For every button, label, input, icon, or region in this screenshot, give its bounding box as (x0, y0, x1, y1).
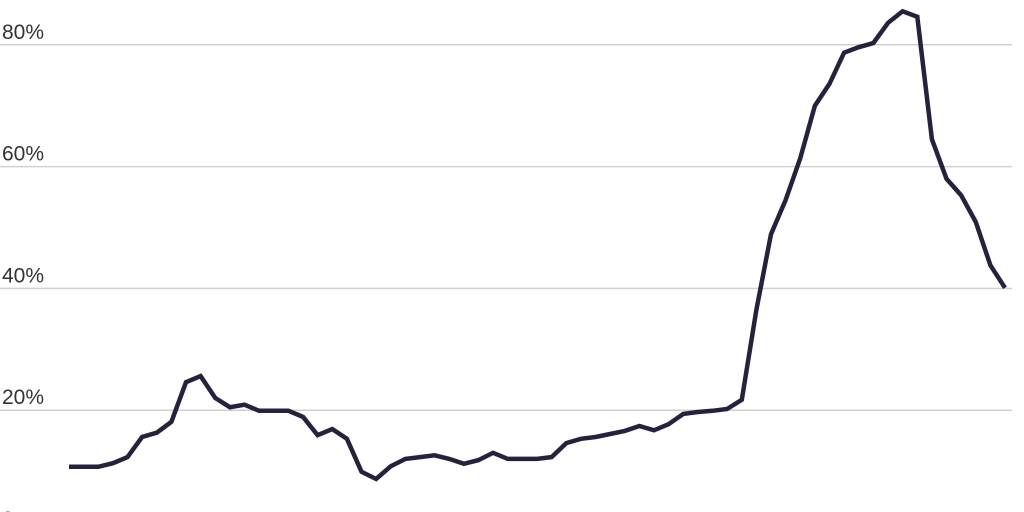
y-tick-label-80: 80% (2, 21, 44, 44)
y-tick-label-0: 0 (2, 508, 14, 512)
gridlines (0, 44, 1012, 411)
y-tick-label-40: 40% (2, 264, 44, 287)
y-axis-labels: 0 20% 40% 60% 80% (2, 21, 44, 512)
series-line (69, 8, 1007, 482)
y-tick-label-20: 20% (2, 386, 44, 409)
data-points (68, 11, 1006, 480)
y-tick-label-60: 60% (2, 143, 44, 166)
